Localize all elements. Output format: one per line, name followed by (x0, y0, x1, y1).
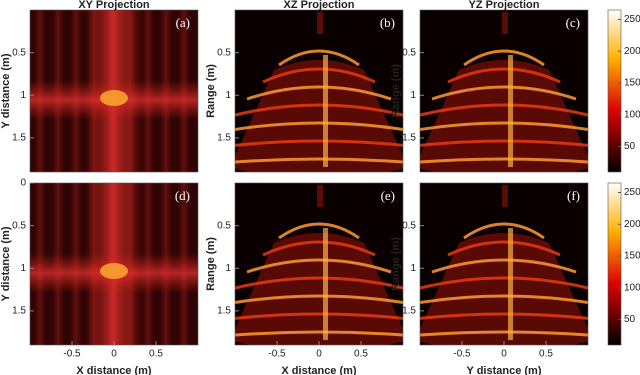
panel-frame (419, 9, 589, 173)
y-tick-label: 1.5 (12, 133, 26, 144)
panel: (e) Range (m) X distance (m) 0.5 1 1.5 -0.5 0 0.… (205, 182, 404, 375)
colorbar-tick-label: 150 (624, 251, 640, 262)
y-tick-label: 0.5 (402, 47, 416, 58)
colorbar-tick-label: 50 (624, 314, 636, 325)
heatmap-image (420, 183, 588, 345)
y-tick-label: 1 (225, 263, 231, 274)
panel-frame (29, 9, 199, 173)
panel-title: XZ Projection (284, 0, 355, 11)
panel-frame (234, 9, 404, 173)
panel-title: YZ Projection (469, 0, 540, 11)
y-tick-label: 0.5 (217, 220, 231, 231)
colorbar-tick-label: 250 (624, 187, 640, 198)
colorbar-tick-label: 150 (624, 78, 640, 89)
y-tick-label: 1.5 (12, 306, 26, 317)
y-tick-label: 1 (410, 90, 416, 101)
colorbar-tick-label: 100 (624, 282, 640, 293)
panel-label: (d) (175, 188, 190, 203)
y-tick-label: 0.5 (402, 220, 416, 231)
x-tick-label: 0.5 (539, 349, 553, 360)
colorbar (607, 9, 622, 173)
colorbar-tick-label: 50 (624, 141, 636, 152)
heatmap-image (30, 10, 198, 172)
colorbar-tick-label: 200 (624, 46, 640, 57)
colorbar-tick-label: 200 (624, 219, 640, 230)
colorbar-tick-label: 100 (624, 109, 640, 120)
panel: (c) YZ Projection Range (m)0.5 1 1.5 50 100 150… (390, 0, 640, 173)
panel-label: (e) (381, 188, 395, 203)
colorbar-tick-label: 250 (624, 14, 640, 25)
y-axis-label: Range (m) (205, 237, 217, 291)
y-tick-label: 1.5 (217, 133, 231, 144)
panel: (a) XY Projection Y distance (m)0.5 1 1.5 (0, 0, 199, 173)
panel: (f) Range (m) Y distance (m) 0.5 1 1.5 -0.5 0 0.… (390, 182, 640, 375)
heatmap-image (420, 10, 588, 172)
y-axis-label: Range (m) (390, 237, 402, 291)
panel-label: (c) (566, 15, 580, 30)
panel-title: XY Projection (78, 0, 150, 11)
panel-label: (b) (380, 15, 395, 30)
panel-label: (f) (567, 188, 580, 203)
y-tick-label: 1 (410, 263, 416, 274)
y-axis-label: Y distance (m) (0, 226, 12, 301)
y-tick-label: 0.5 (217, 47, 231, 58)
y-axis-label: Y distance (m) (0, 53, 12, 128)
x-axis-label: X distance (m) (281, 365, 357, 375)
heatmap-image (235, 183, 403, 345)
heatmap-image (235, 10, 403, 172)
y-tick-label: 0.5 (12, 47, 26, 58)
y-axis-label: Range (m) (205, 64, 217, 118)
y-axis-label: Range (m) (390, 64, 402, 118)
heatmap-image (30, 183, 198, 345)
y-tick-label: 1.5 (217, 306, 231, 317)
y-tick-label: 1 (20, 263, 26, 274)
y-tick-label: 1.5 (402, 133, 416, 144)
y-tick-label: 1.5 (402, 306, 416, 317)
x-tick-label: 0.5 (354, 349, 368, 360)
panel: (d) Y distance (m) X distance (m) 0 0.5 1 1.5 -… (0, 178, 199, 375)
y-tick-label: 1 (225, 90, 231, 101)
x-tick-label: 0 (316, 349, 322, 360)
y-tick-label: 0.5 (12, 220, 26, 231)
x-axis-label: X distance (m) (76, 365, 152, 375)
x-tick-label: 0.5 (149, 349, 163, 360)
x-axis-label: Y distance (m) (467, 365, 542, 375)
panel-label: (a) (176, 15, 190, 30)
x-tick-label: -0.5 (453, 349, 471, 360)
x-tick-label: -0.5 (268, 349, 286, 360)
colorbar (607, 182, 622, 346)
y-tick-label: 1 (20, 90, 26, 101)
x-tick-label: -0.5 (63, 349, 81, 360)
x-tick-label: 0 (501, 349, 507, 360)
y-tick-label: 0 (20, 178, 26, 189)
x-tick-label: 0 (111, 349, 117, 360)
